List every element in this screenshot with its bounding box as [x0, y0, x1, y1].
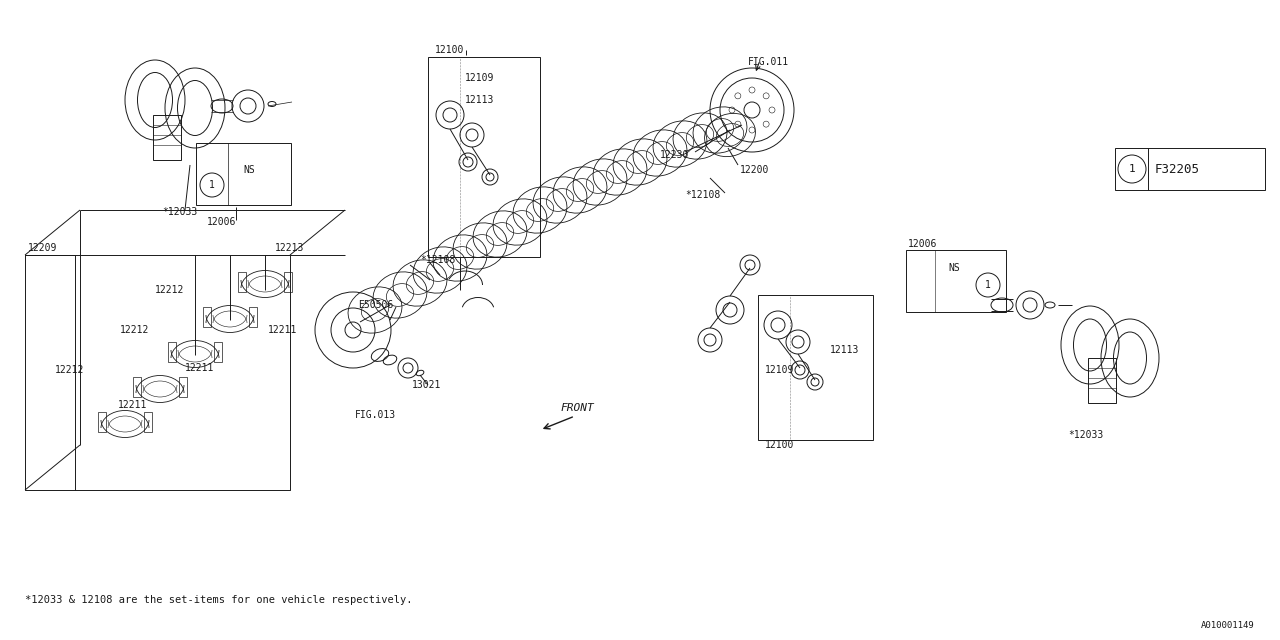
Bar [145, 412, 152, 432]
Bar [238, 272, 246, 292]
Text: 1: 1 [986, 280, 991, 290]
Text: 12200: 12200 [740, 165, 769, 175]
Text: FIG.011: FIG.011 [748, 57, 790, 67]
Text: 12212: 12212 [155, 285, 184, 295]
Text: 1: 1 [209, 180, 215, 190]
Bar [133, 377, 141, 397]
Text: 12211: 12211 [186, 363, 214, 373]
Text: 12230: 12230 [660, 150, 690, 160]
Bar [906, 250, 1006, 312]
Text: NS: NS [948, 263, 960, 273]
Text: *12033: *12033 [163, 207, 197, 217]
Text: 12100: 12100 [435, 45, 465, 55]
Text: 12211: 12211 [268, 325, 297, 335]
Text: 1: 1 [1129, 164, 1135, 174]
Bar [99, 412, 106, 432]
Text: FIG.013: FIG.013 [355, 410, 396, 420]
Text: *12033: *12033 [1068, 430, 1103, 440]
Text: 12212: 12212 [120, 325, 150, 335]
Bar [250, 307, 257, 327]
Text: *12108: *12108 [685, 190, 721, 200]
Text: 12213: 12213 [275, 243, 305, 253]
Text: 12209: 12209 [28, 243, 58, 253]
Bar [758, 295, 873, 440]
Text: 12109: 12109 [765, 365, 795, 375]
Bar [214, 342, 221, 362]
Text: 12006: 12006 [908, 239, 937, 249]
Bar [168, 342, 177, 362]
Text: *12033 & 12108 are the set-items for one vehicle respectively.: *12033 & 12108 are the set-items for one… [26, 595, 412, 605]
Text: A010001149: A010001149 [1201, 621, 1254, 630]
Bar [428, 57, 540, 257]
Text: F32205: F32205 [1155, 163, 1201, 175]
Text: NS: NS [243, 165, 255, 175]
Bar [1088, 358, 1116, 403]
Text: 12113: 12113 [829, 345, 859, 355]
Text: 12113: 12113 [465, 95, 494, 105]
Bar [154, 115, 180, 160]
Text: E50506: E50506 [358, 300, 393, 310]
Bar [204, 307, 211, 327]
Text: FRONT: FRONT [561, 403, 594, 413]
Bar [1115, 148, 1265, 190]
Text: *12108: *12108 [420, 255, 456, 265]
Text: 12109: 12109 [465, 73, 494, 83]
Text: 12100: 12100 [765, 440, 795, 450]
Bar [196, 143, 291, 205]
Text: 13021: 13021 [412, 380, 442, 390]
Text: 12212: 12212 [55, 365, 84, 375]
Text: 12006: 12006 [207, 217, 237, 227]
Bar [179, 377, 187, 397]
Text: 12211: 12211 [118, 400, 147, 410]
Bar [284, 272, 292, 292]
